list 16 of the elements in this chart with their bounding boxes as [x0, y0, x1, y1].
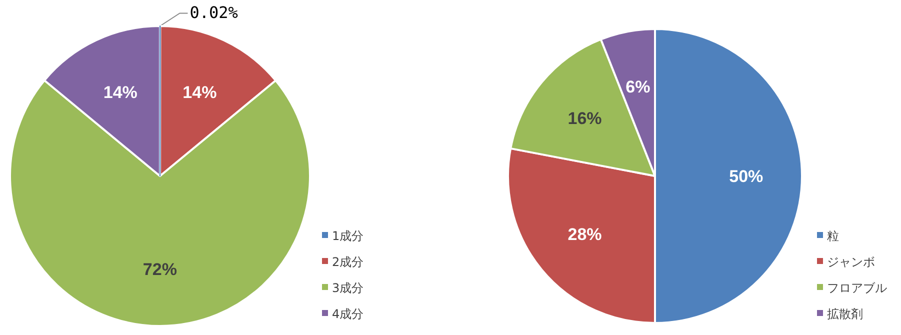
data-label: 50% — [729, 167, 764, 186]
data-label: 72% — [142, 260, 177, 279]
data-label: 28% — [568, 225, 602, 244]
legend-label: ジャンボ — [827, 255, 875, 269]
legend-label: 4成分 — [332, 307, 364, 321]
data-label: 6% — [626, 77, 650, 96]
data-label: 14% — [182, 82, 217, 102]
legend-label: 2成分 — [332, 255, 364, 269]
legend-label: フロアブル — [827, 281, 887, 295]
legend-label: 粒 — [827, 229, 839, 243]
data-label: 0.02% — [190, 3, 238, 22]
legend-label: 3成分 — [332, 281, 364, 295]
data-label: 14% — [103, 82, 138, 102]
data-label: 16% — [568, 108, 602, 128]
legend-label: 1成分 — [332, 229, 364, 243]
legend-label: 拡散剤 — [827, 307, 863, 321]
